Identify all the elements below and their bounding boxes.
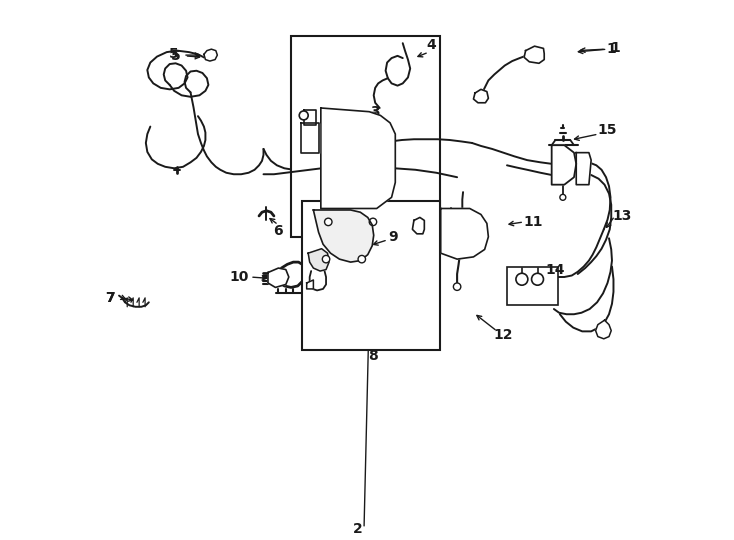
Polygon shape	[524, 46, 544, 63]
Polygon shape	[576, 153, 591, 185]
Text: 7: 7	[105, 291, 115, 305]
Circle shape	[299, 111, 308, 120]
Polygon shape	[307, 280, 313, 289]
Polygon shape	[321, 108, 396, 208]
Text: 12: 12	[493, 328, 513, 342]
Text: 11: 11	[523, 215, 543, 229]
Text: 7: 7	[105, 291, 115, 305]
Polygon shape	[301, 123, 319, 153]
Polygon shape	[313, 210, 374, 262]
Text: 2: 2	[353, 522, 363, 536]
Bar	[291, 36, 440, 237]
Text: 4: 4	[426, 38, 436, 52]
Circle shape	[322, 255, 330, 263]
Text: 1: 1	[610, 40, 619, 55]
Text: 13: 13	[613, 209, 632, 223]
Circle shape	[531, 273, 543, 285]
Polygon shape	[552, 145, 576, 185]
Text: 6: 6	[274, 224, 283, 238]
Circle shape	[516, 273, 528, 285]
Circle shape	[369, 218, 377, 226]
Polygon shape	[204, 49, 217, 61]
Polygon shape	[304, 110, 316, 125]
Text: 1: 1	[606, 42, 616, 56]
Polygon shape	[440, 208, 488, 259]
Circle shape	[454, 283, 461, 291]
Text: 3: 3	[371, 105, 380, 119]
Polygon shape	[473, 89, 488, 103]
Circle shape	[358, 255, 366, 263]
Text: 9: 9	[388, 230, 398, 244]
Bar	[302, 201, 440, 350]
Text: 5: 5	[170, 46, 179, 60]
Text: 5: 5	[171, 49, 181, 63]
Text: 15: 15	[597, 123, 617, 137]
Text: 14: 14	[545, 262, 565, 276]
Text: 8: 8	[368, 349, 378, 363]
Circle shape	[560, 194, 566, 200]
Polygon shape	[268, 268, 288, 287]
Bar	[507, 267, 558, 305]
Polygon shape	[595, 320, 611, 339]
Circle shape	[324, 218, 332, 226]
Polygon shape	[413, 218, 424, 234]
Text: 10: 10	[229, 270, 249, 284]
Polygon shape	[308, 249, 329, 271]
